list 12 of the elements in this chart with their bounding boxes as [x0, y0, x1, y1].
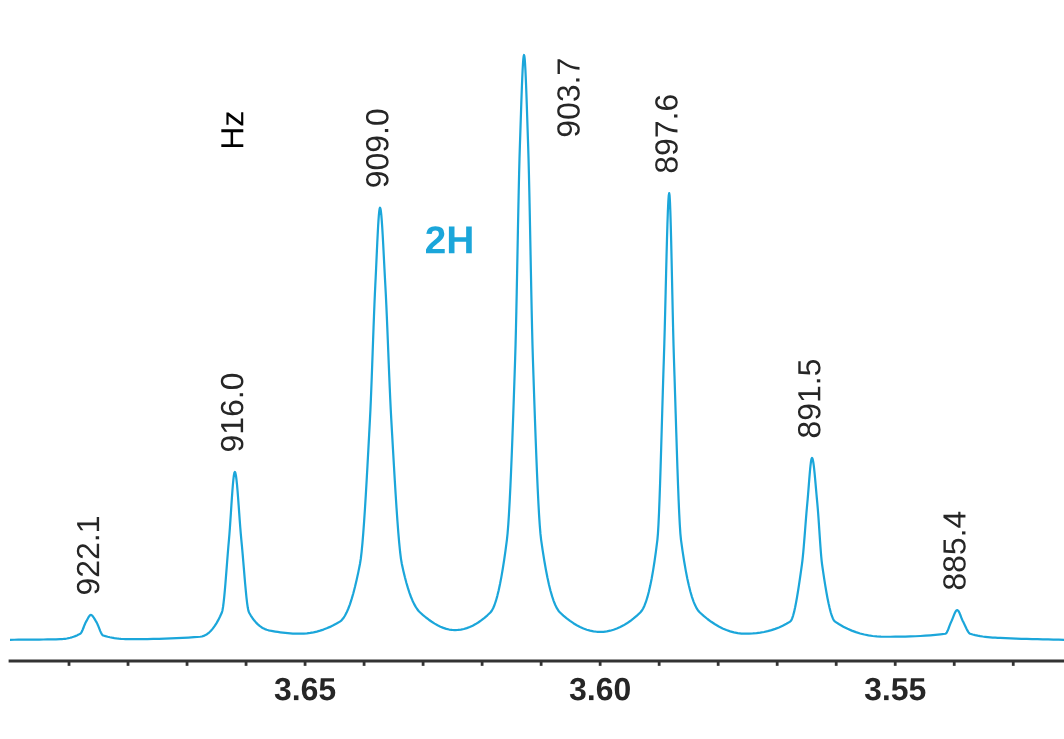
annotation: 909.0	[365, 109, 389, 187]
annotation: 897.6	[655, 95, 678, 173]
annotation: 922.1	[76, 517, 100, 594]
x-tick-label: 3.60	[569, 677, 630, 701]
annotation: 903.7	[557, 59, 580, 137]
x-tick-label: 3.55	[864, 677, 926, 701]
annotation: Hz	[221, 112, 244, 148]
x-tick-label: 3.65	[274, 677, 336, 701]
annotation: 2H	[426, 226, 472, 254]
annotation: 916.0	[220, 373, 244, 451]
annotation: 891.5	[797, 359, 821, 438]
annotation: 885.4	[943, 511, 966, 590]
